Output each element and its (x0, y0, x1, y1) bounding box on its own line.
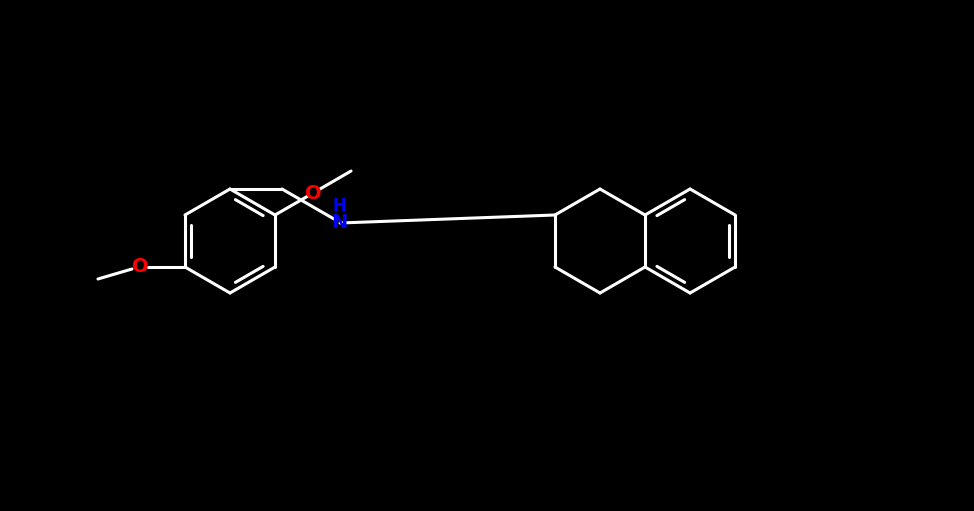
Text: N: N (331, 214, 347, 233)
Text: O: O (305, 183, 321, 202)
Text: H: H (332, 197, 346, 215)
Text: O: O (131, 258, 148, 276)
